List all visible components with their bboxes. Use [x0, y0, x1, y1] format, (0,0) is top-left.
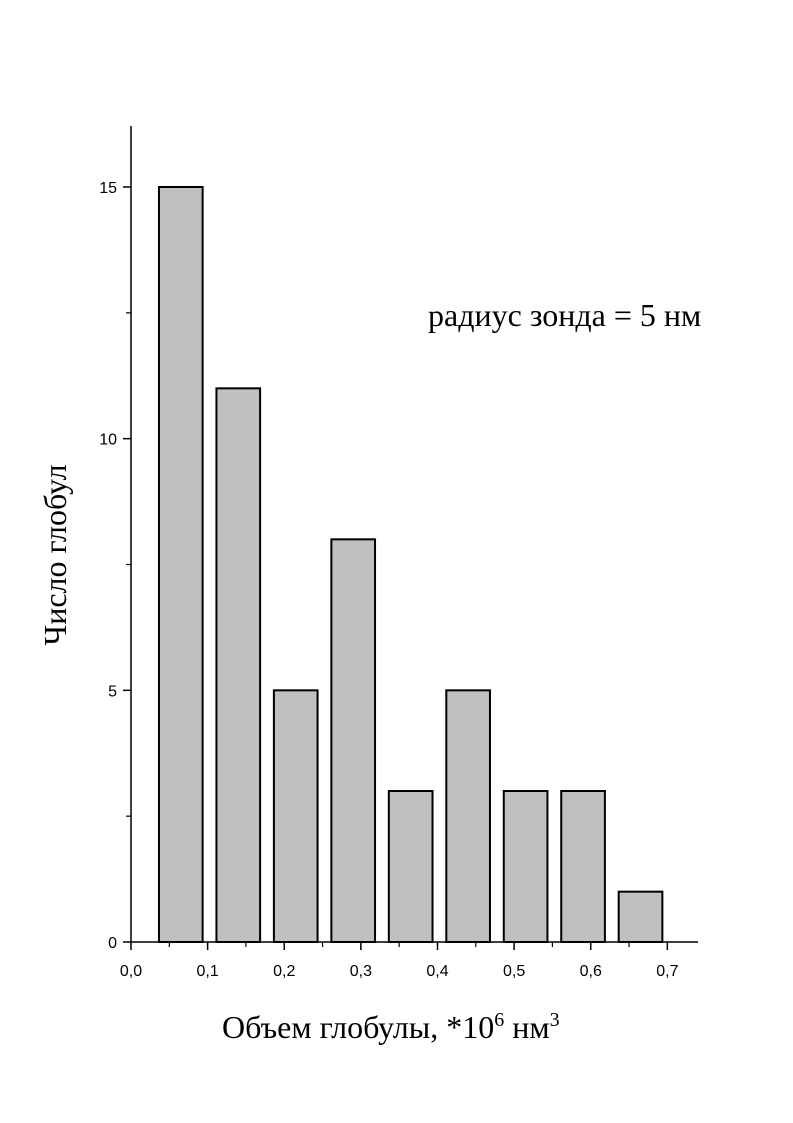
bar: [272, 689, 319, 943]
x-tick-label: 0,7: [656, 963, 678, 980]
probe-radius-annotation: радиус зонда = 5 нм: [428, 297, 701, 333]
x-tick-label: 0,0: [120, 963, 142, 980]
bar: [445, 689, 491, 943]
bar: [387, 790, 434, 943]
x-tick-label: 0,6: [580, 963, 602, 980]
x-tick-label: 0,5: [503, 963, 525, 980]
y-tick-label: 10: [99, 432, 117, 449]
x-axis-label-main: Объем глобулы, *10: [222, 1009, 494, 1045]
x-axis-label: Объем глобулы, *106 нм3: [222, 1009, 560, 1045]
x-tick-label: 0,2: [273, 963, 295, 980]
bar: [215, 387, 262, 944]
y-axis-label: Число глобул: [37, 464, 73, 645]
bar: [330, 538, 377, 943]
y-tick-label: 15: [99, 180, 117, 197]
x-tick-label: 0,4: [426, 963, 448, 980]
x-tick-label: 0,3: [350, 963, 372, 980]
x-tick-label: 0,1: [196, 963, 218, 980]
bar: [157, 186, 204, 943]
bar: [502, 790, 549, 943]
x-axis-label-exponent: 6: [494, 1009, 504, 1031]
axes-group: [130, 126, 698, 943]
bar: [560, 790, 606, 943]
y-tick-label: 5: [108, 683, 117, 700]
ticks-group: 0 5 10 15 0,0 0,1 0,2 0,3 0,4 0,5 0,6 0,7: [99, 180, 678, 980]
x-axis-label-unit-exponent: 3: [550, 1009, 560, 1031]
bars-group: [157, 186, 664, 944]
bar: [617, 890, 664, 944]
x-axis-label-unit: нм: [504, 1009, 549, 1045]
y-tick-label: 0: [108, 935, 117, 952]
